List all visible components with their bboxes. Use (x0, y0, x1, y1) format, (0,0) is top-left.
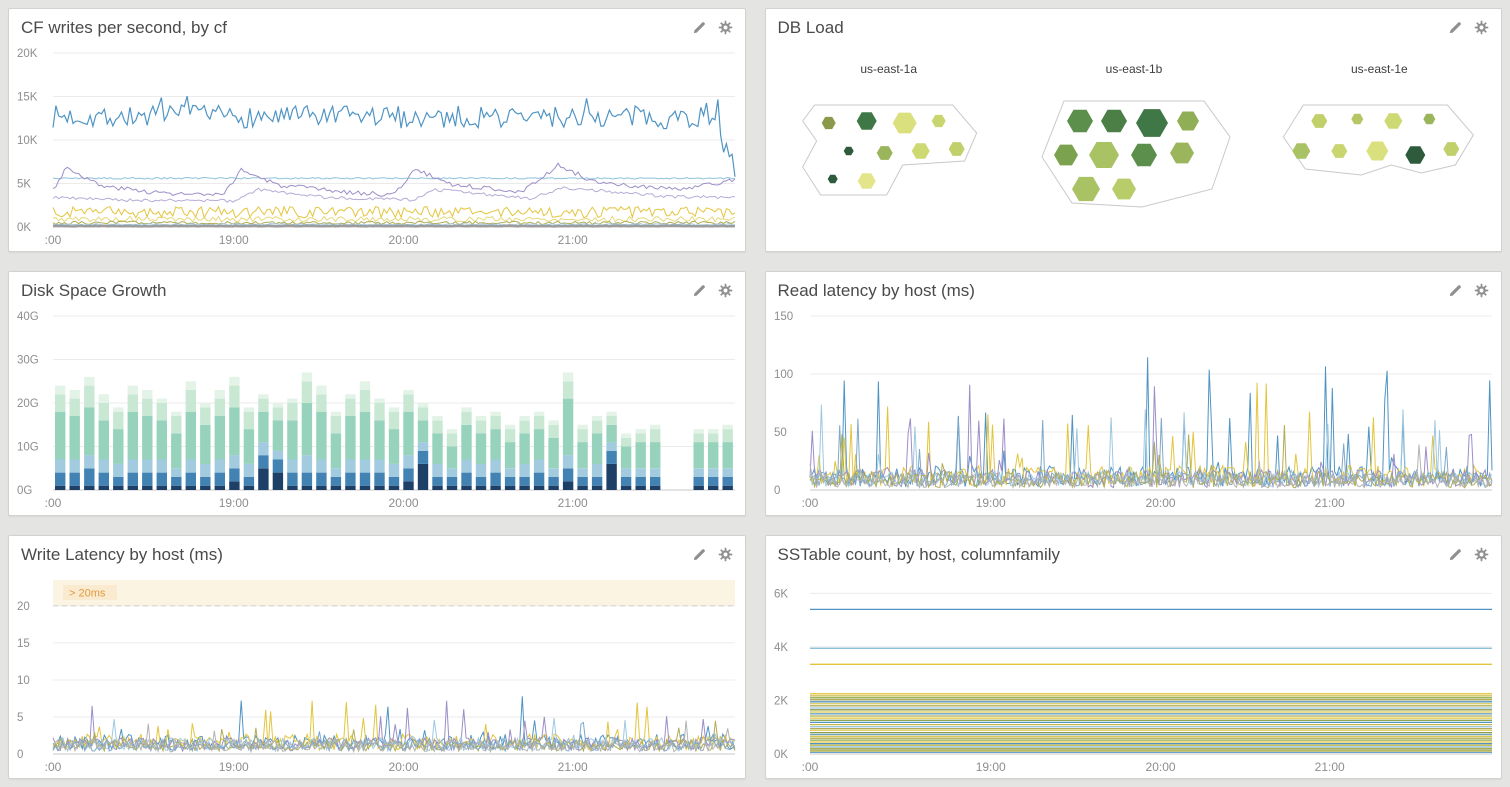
panel-actions (692, 545, 733, 562)
svg-text::00: :00 (45, 760, 62, 774)
panel-header: DB Load (766, 9, 1502, 43)
svg-text:10K: 10K (17, 135, 38, 147)
panel-title: DB Load (777, 18, 844, 37)
panel-header: Read latency by host (ms) (766, 272, 1502, 306)
svg-text:us-east-1b: us-east-1b (1105, 62, 1162, 76)
svg-text:4K: 4K (774, 642, 788, 654)
svg-text:2K: 2K (774, 695, 788, 707)
svg-text:20:00: 20:00 (389, 760, 419, 774)
panel-actions (1448, 281, 1489, 298)
chart-sstable-count[interactable]: 0K 2K 4K 6K :00 19:00 20:00 21:00 (766, 570, 1502, 778)
svg-text:> 20ms: > 20ms (69, 587, 106, 599)
svg-text:5: 5 (17, 712, 23, 724)
panel-title: CF writes per second, by cf (21, 18, 227, 37)
svg-text:19:00: 19:00 (975, 760, 1005, 774)
svg-text:150: 150 (774, 311, 793, 323)
svg-text:0G: 0G (17, 485, 32, 497)
svg-text:19:00: 19:00 (219, 760, 249, 774)
svg-text:21:00: 21:00 (558, 760, 588, 774)
svg-text:20: 20 (17, 601, 30, 613)
svg-text:50: 50 (774, 427, 787, 439)
svg-text:21:00: 21:00 (558, 233, 588, 247)
svg-text:20:00: 20:00 (389, 233, 419, 247)
panel-actions (692, 281, 733, 298)
svg-text:20K: 20K (17, 48, 38, 60)
svg-text:20:00: 20:00 (1145, 760, 1175, 774)
svg-text:21:00: 21:00 (1314, 760, 1344, 774)
gear-icon[interactable] (718, 283, 733, 298)
edit-icon[interactable] (1448, 20, 1463, 35)
svg-text:30G: 30G (17, 355, 39, 367)
gear-icon[interactable] (1474, 283, 1489, 298)
svg-text:19:00: 19:00 (975, 496, 1005, 510)
edit-icon[interactable] (692, 283, 707, 298)
panel-title: SSTable count, by host, columnfamily (777, 544, 1061, 564)
svg-text:15: 15 (17, 638, 30, 650)
svg-text:10: 10 (17, 675, 30, 687)
svg-text:us-east-1a: us-east-1a (860, 62, 917, 76)
panel-db-load: DB Load us-east-1a us-east-1b us-east-1e (764, 8, 1502, 253)
svg-text:19:00: 19:00 (219, 233, 249, 247)
svg-text:20G: 20G (17, 398, 39, 410)
svg-text:20:00: 20:00 (389, 496, 419, 510)
panel-cf-writes: CF writes per second, by cf 0K 5K 10K 15K 20… (8, 8, 746, 253)
panel-read-latency: Read latency by host (ms) 0 50 100 150 :00 19… (764, 271, 1502, 516)
svg-text:19:00: 19:00 (219, 496, 249, 510)
svg-text::00: :00 (45, 233, 62, 247)
gear-icon[interactable] (1474, 20, 1489, 35)
panel-disk-space-growth: Disk Space Growth 0G 10G 20G 30G 40G :00 19:00… (8, 271, 746, 516)
panel-write-latency: Write Latency by host (ms) 0 5 10 15 20 > 20m… (8, 534, 746, 779)
chart-read-latency[interactable]: 0 50 100 150 :00 19:00 20:00 21:00 (766, 306, 1502, 514)
svg-text:0: 0 (17, 749, 23, 761)
svg-text:6K: 6K (774, 588, 788, 600)
chart-disk-space-growth[interactable]: 0G 10G 20G 30G 40G :00 19:00 20:00 21:00 (9, 306, 745, 514)
svg-text:40G: 40G (17, 311, 39, 323)
panel-actions (692, 18, 733, 35)
panel-header: SSTable count, by host, columnfamily (766, 536, 1502, 570)
chart-db-load-hexmap[interactable]: us-east-1a us-east-1b us-east-1e (766, 43, 1502, 251)
gear-icon[interactable] (718, 547, 733, 562)
svg-text::00: :00 (801, 760, 818, 774)
svg-text:20:00: 20:00 (1145, 496, 1175, 510)
svg-text:21:00: 21:00 (558, 496, 588, 510)
svg-text:0K: 0K (774, 749, 788, 761)
edit-icon[interactable] (1448, 547, 1463, 562)
svg-text:21:00: 21:00 (1314, 496, 1344, 510)
svg-text:us-east-1e: us-east-1e (1350, 62, 1407, 76)
svg-text:10G: 10G (17, 442, 39, 454)
svg-text::00: :00 (45, 496, 62, 510)
panel-actions (1448, 18, 1489, 35)
panel-title: Read latency by host (ms) (777, 281, 975, 301)
edit-icon[interactable] (1448, 283, 1463, 298)
panel-header: CF writes per second, by cf (9, 9, 745, 43)
svg-text:0: 0 (774, 485, 780, 497)
svg-text:15K: 15K (17, 92, 38, 104)
panel-header: Disk Space Growth (9, 272, 745, 306)
panel-actions (1448, 545, 1489, 562)
svg-text:0K: 0K (17, 222, 31, 234)
svg-text::00: :00 (801, 496, 818, 510)
panel-sstable-count: SSTable count, by host, columnfamily 0K 2… (764, 534, 1502, 779)
svg-text:100: 100 (774, 369, 793, 381)
panel-title: Disk Space Growth (21, 281, 167, 301)
gear-icon[interactable] (718, 20, 733, 35)
edit-icon[interactable] (692, 20, 707, 35)
edit-icon[interactable] (692, 547, 707, 562)
chart-write-latency[interactable]: 0 5 10 15 20 > 20ms :00 19:00 20:00 21:00 (9, 570, 745, 778)
panel-header: Write Latency by host (ms) (9, 536, 745, 570)
panel-title: Write Latency by host (ms) (21, 544, 223, 564)
chart-cf-writes[interactable]: 0K 5K 10K 15K 20K :00 19:00 20:00 21:00 (9, 43, 745, 251)
gear-icon[interactable] (1474, 547, 1489, 562)
svg-text:5K: 5K (17, 179, 31, 191)
